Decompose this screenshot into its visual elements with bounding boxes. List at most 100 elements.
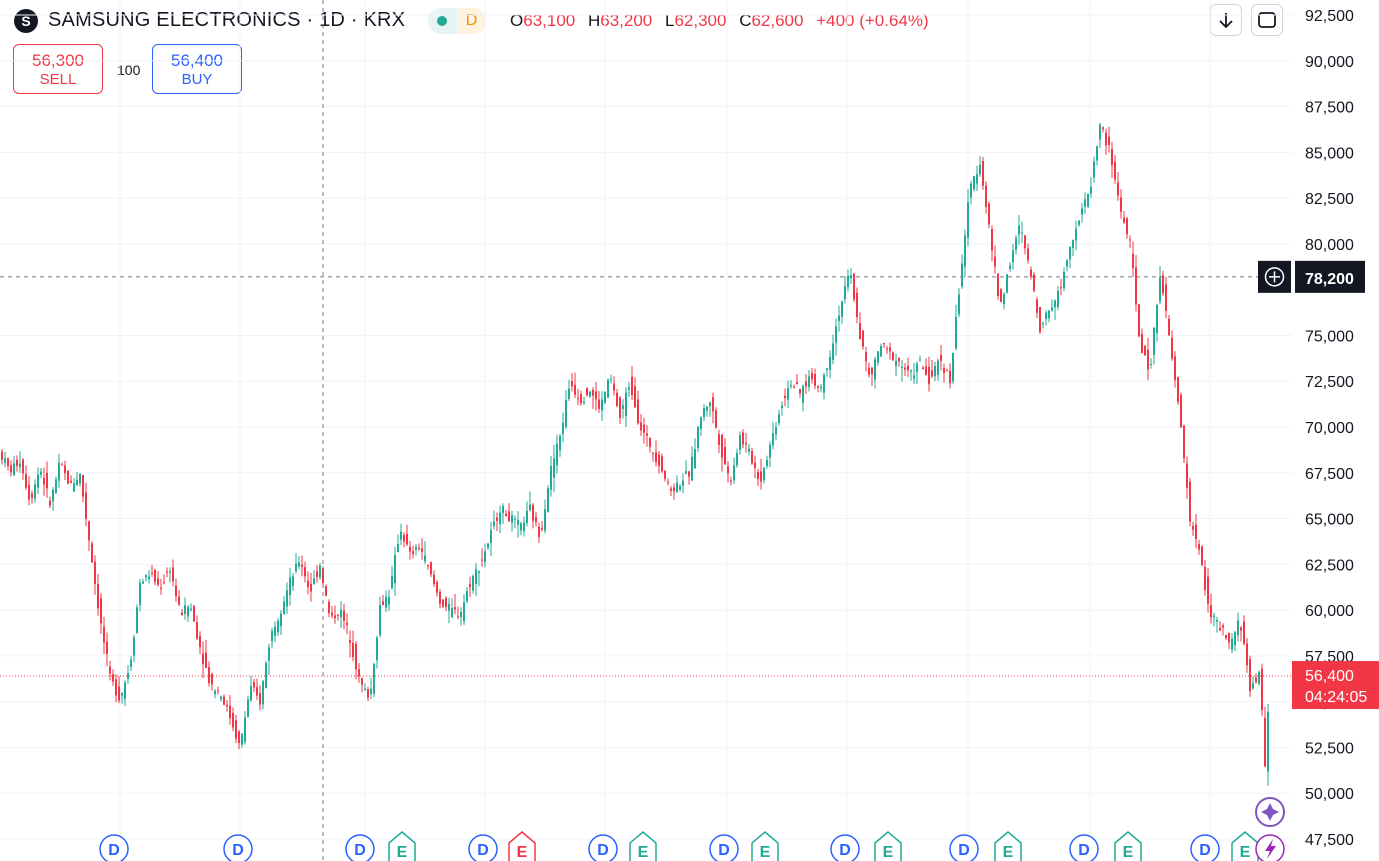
candle-body [523, 522, 525, 531]
dividend-marker-icon[interactable] [830, 834, 860, 861]
earnings-marker-icon[interactable] [629, 831, 657, 861]
candle-body [46, 472, 48, 489]
dividend-marker-icon[interactable] [949, 834, 979, 861]
dividend-marker-icon[interactable] [99, 834, 129, 861]
earnings-marker-label: E [1003, 844, 1014, 861]
dividend-marker-icon[interactable] [468, 834, 498, 861]
candle-body [928, 366, 930, 385]
candle-body [184, 605, 186, 615]
plus-circle-icon [1264, 267, 1285, 287]
symbol-logo[interactable]: S [14, 9, 38, 33]
last-price-label-bg [1292, 661, 1379, 710]
candle-body [1075, 228, 1077, 241]
earnings-marker-label: E [760, 844, 771, 861]
dividend-marker-icon[interactable] [709, 834, 739, 861]
dividend-marker-icon[interactable] [345, 834, 375, 861]
candle-body [1018, 225, 1020, 235]
candle-body [808, 376, 810, 387]
candle-body [718, 434, 720, 445]
candle-body [856, 292, 858, 318]
candle-body [58, 462, 60, 481]
candle-body [208, 667, 210, 684]
candle-body [847, 276, 849, 288]
candle-body [874, 359, 876, 380]
candle-body [949, 370, 951, 384]
candle-body [841, 301, 843, 317]
candle-body [943, 368, 945, 373]
candle-body [457, 616, 459, 618]
ohlc-legend: O63,100 H63,200 L62,300 C62,600 +400 (+0… [510, 11, 937, 31]
candle-body [1240, 627, 1242, 631]
candle-body [892, 352, 894, 361]
dividend-marker-label: D [1199, 842, 1211, 859]
dividend-marker-icon[interactable] [1190, 834, 1220, 861]
candle-body [1198, 544, 1200, 550]
candle-body [430, 562, 432, 575]
crosshair-price-label: 78,200 [1305, 271, 1354, 288]
download-button[interactable] [1210, 4, 1242, 36]
candle-body [1177, 377, 1179, 402]
earnings-marker-icon[interactable] [994, 831, 1022, 861]
candle-body [742, 432, 744, 445]
earnings-marker-icon[interactable] [388, 831, 416, 861]
candle-body [1030, 269, 1032, 277]
candle-body [895, 360, 897, 366]
candle-body [124, 682, 126, 699]
candle-body [139, 582, 141, 605]
candle-body [1087, 193, 1089, 207]
candle-body [859, 322, 861, 340]
candle-body [1126, 218, 1128, 235]
candle-body [565, 400, 567, 427]
candle-body [94, 561, 96, 584]
candle-body [460, 612, 462, 618]
candle-body [298, 562, 300, 567]
candle-body [145, 574, 147, 578]
candle-body [244, 717, 246, 742]
candle-body [997, 273, 999, 297]
candle-body [409, 546, 411, 552]
earnings-marker-icon[interactable] [508, 831, 536, 861]
dividend-marker-label: D [108, 842, 120, 859]
candle-body [784, 395, 786, 399]
candle-body [169, 571, 171, 573]
candle-body [358, 669, 360, 677]
candle-body [685, 471, 687, 474]
candle-body [628, 387, 630, 390]
candle-body [376, 637, 378, 661]
candle-body [328, 601, 330, 614]
candle-body [52, 489, 54, 502]
sell-button[interactable]: 56,300 SELL [13, 44, 103, 94]
candle-body [1129, 239, 1131, 241]
earnings-marker-label: E [517, 844, 528, 861]
earnings-marker-icon[interactable] [1114, 831, 1142, 861]
candle-body [925, 366, 927, 375]
candle-body [559, 436, 561, 450]
earnings-marker-icon[interactable] [751, 831, 779, 861]
dividend-marker-icon[interactable] [1069, 834, 1099, 861]
fullscreen-button[interactable] [1251, 4, 1283, 36]
earnings-marker-icon[interactable] [874, 831, 902, 861]
candle-body [1189, 481, 1191, 522]
candle-body [529, 504, 531, 511]
high-key: H [587, 11, 601, 30]
candle-body [811, 372, 813, 380]
candle-body [1006, 274, 1008, 293]
candle-body [964, 235, 966, 267]
quantity-value[interactable]: 100 [117, 62, 141, 78]
candle-body [1069, 246, 1071, 260]
candle-body [1012, 250, 1014, 263]
candle-body [748, 448, 750, 452]
candle-body [37, 474, 39, 488]
candle-body [61, 464, 63, 466]
candle-body [301, 564, 303, 568]
candle-body [295, 563, 297, 571]
market-status-pill[interactable]: D [428, 8, 486, 34]
dividend-marker-icon[interactable] [588, 834, 618, 861]
buy-button[interactable]: 56,400 BUY [152, 44, 242, 94]
candle-body [433, 574, 435, 585]
candle-body [1264, 717, 1266, 767]
dividend-marker-icon[interactable] [223, 834, 253, 861]
candle-body [532, 504, 534, 521]
candle-body [277, 620, 279, 633]
